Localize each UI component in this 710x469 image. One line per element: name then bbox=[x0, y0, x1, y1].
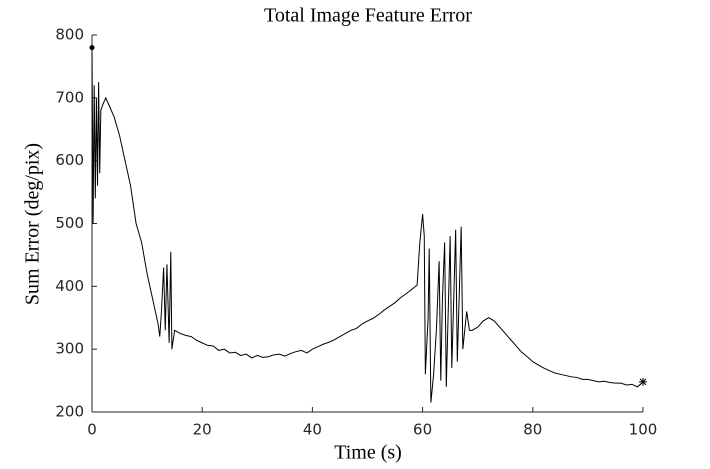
end-marker bbox=[639, 377, 647, 386]
y-axis-label: Sum Error (deg/pix) bbox=[22, 143, 44, 305]
x-tick-label: 100 bbox=[629, 421, 658, 439]
y-tick-label: 200 bbox=[55, 403, 84, 421]
x-tick-label: 20 bbox=[193, 421, 212, 439]
y-tick-label: 800 bbox=[55, 26, 84, 44]
y-tick-label: 400 bbox=[55, 277, 84, 295]
chart-title: Total Image Feature Error bbox=[264, 5, 472, 27]
x-tick-label: 80 bbox=[523, 421, 542, 439]
y-tick-label: 300 bbox=[55, 340, 84, 358]
start-marker bbox=[89, 45, 95, 51]
y-tick-label: 600 bbox=[55, 151, 84, 169]
y-tick-label: 500 bbox=[55, 214, 84, 232]
x-tick-label: 0 bbox=[87, 421, 97, 439]
x-axis-label: Time (s) bbox=[334, 442, 402, 464]
data-line bbox=[91, 47, 644, 403]
x-tick-label: 60 bbox=[413, 421, 432, 439]
y-tick-label: 700 bbox=[55, 88, 84, 106]
x-tick-label: 40 bbox=[303, 421, 322, 439]
